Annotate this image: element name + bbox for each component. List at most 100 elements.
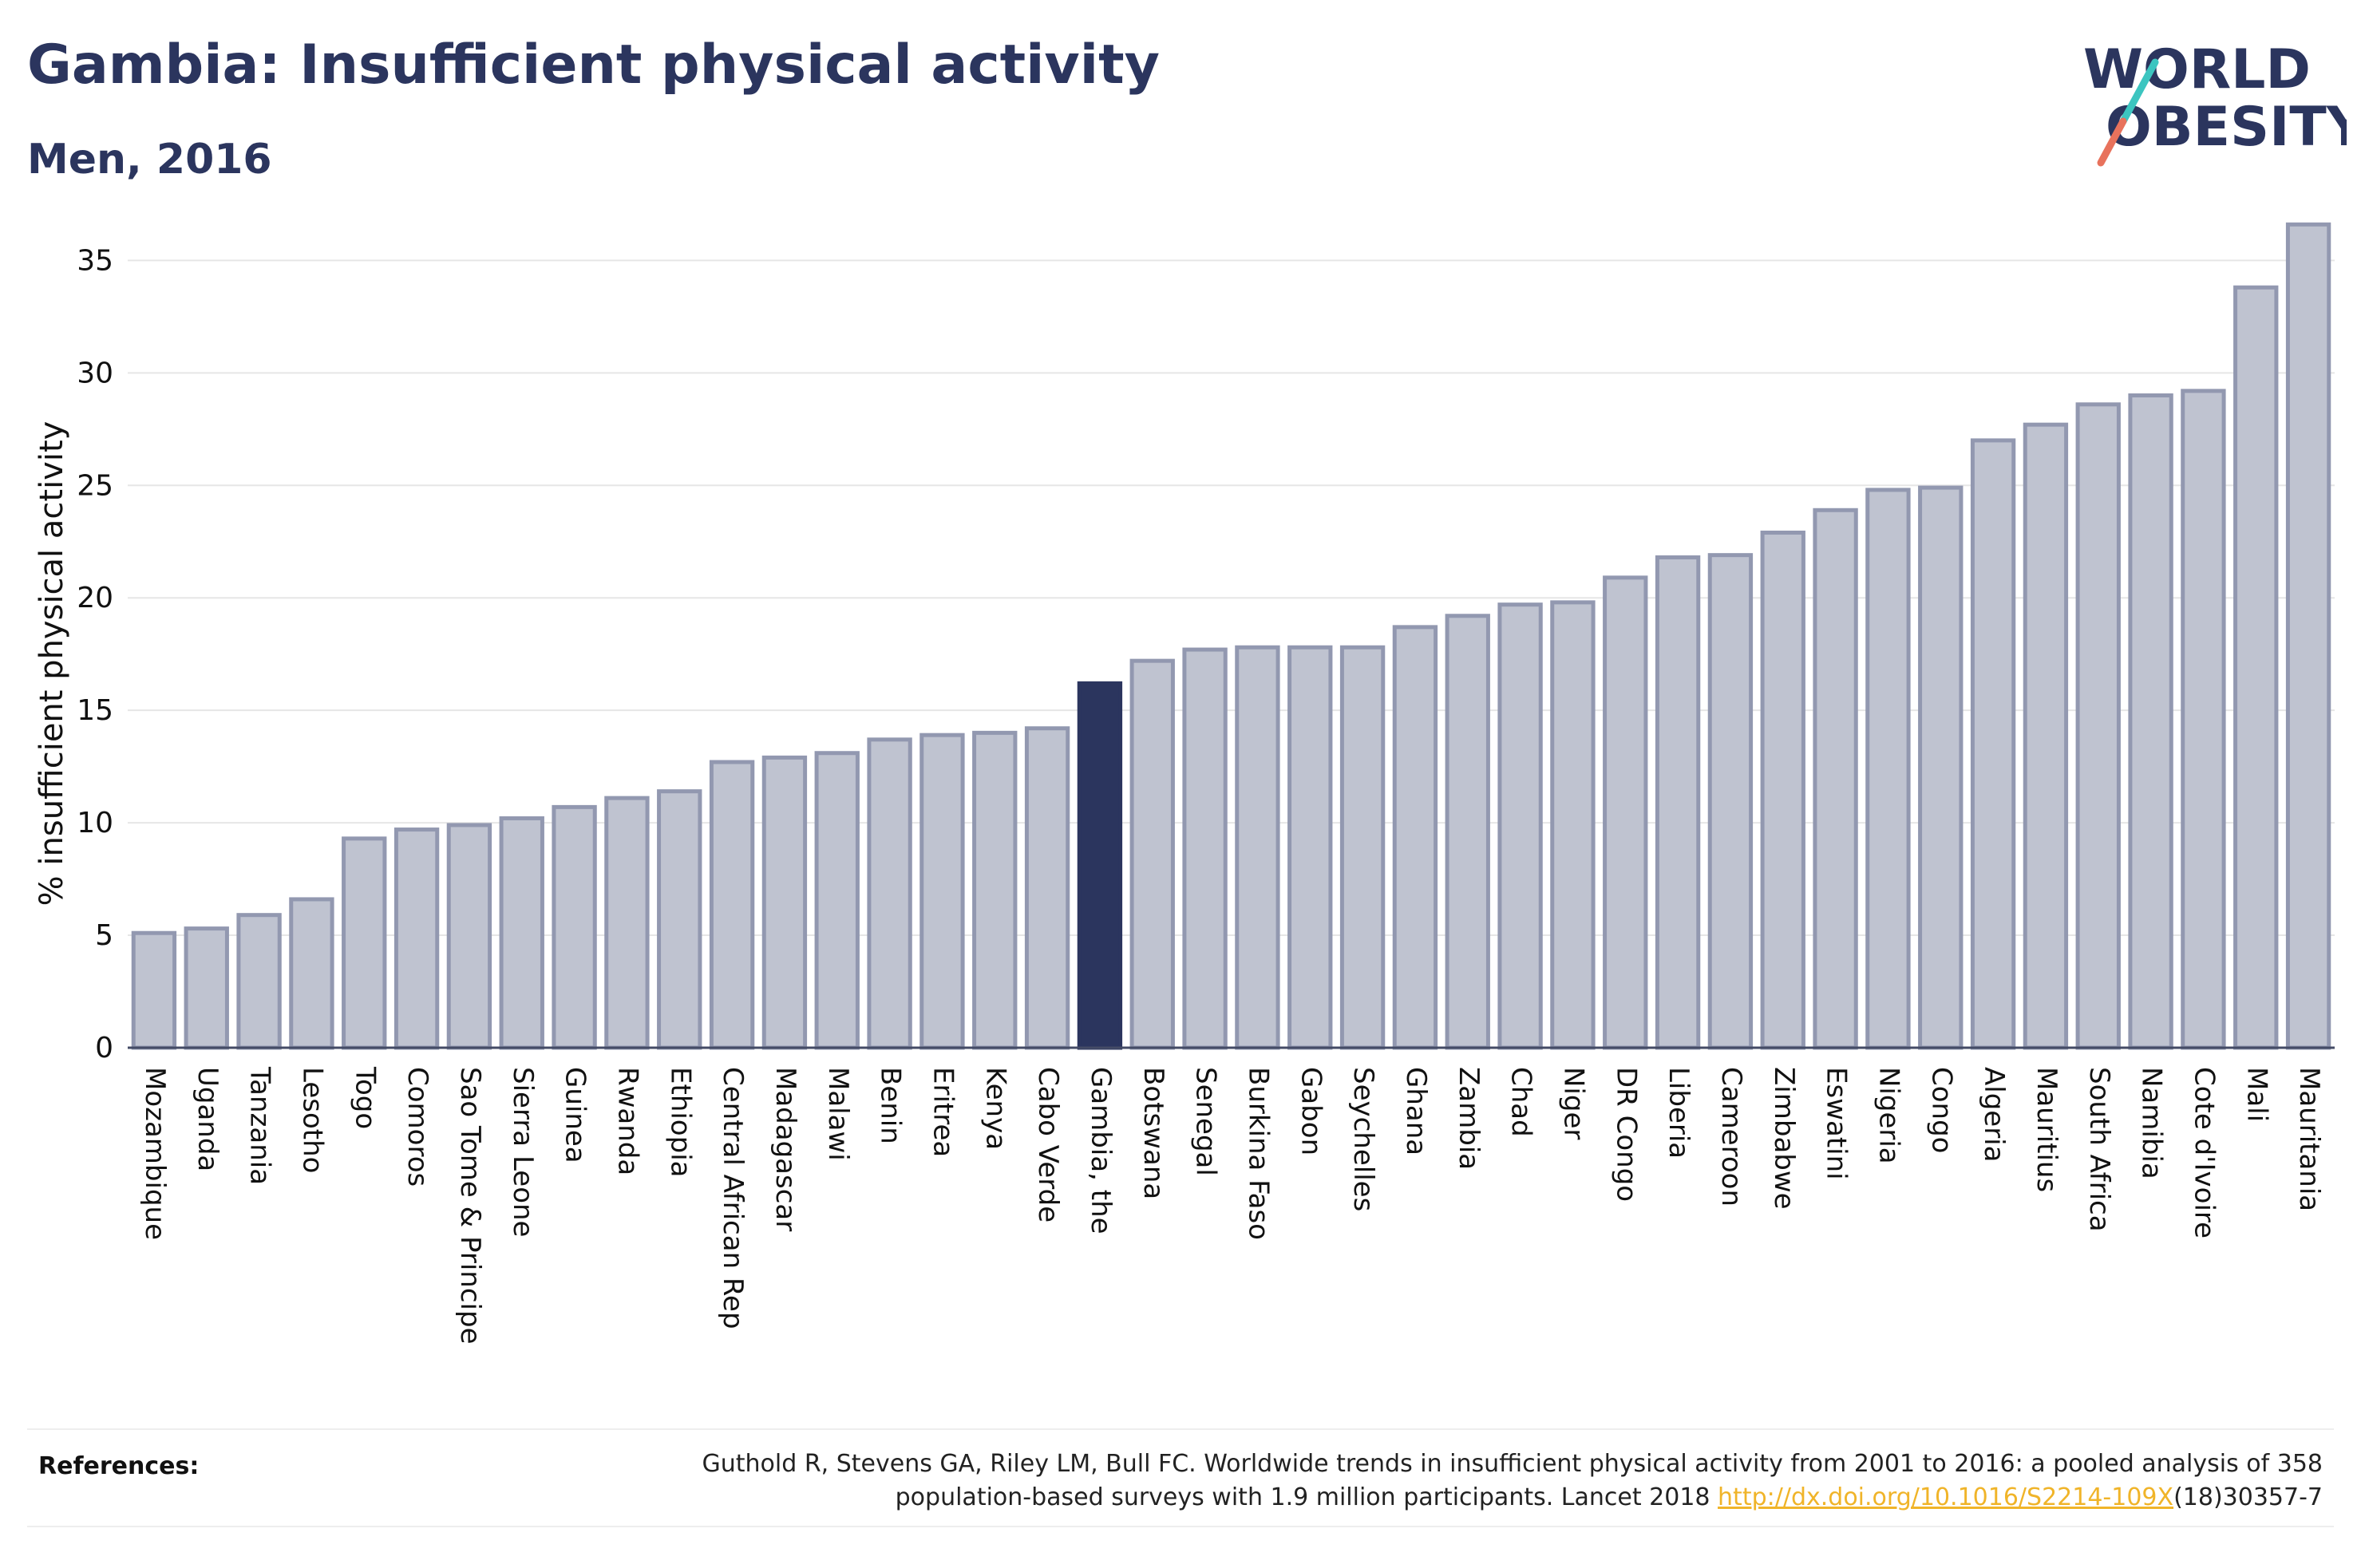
x-tick-label: Eritrea [927, 1067, 959, 1157]
references-line-2-suffix: (18)30357-7 [2173, 1483, 2323, 1511]
bar[interactable] [1392, 625, 1438, 1050]
x-tick-label: Mali [2240, 1067, 2272, 1122]
bar[interactable] [131, 930, 177, 1050]
y-tick-label: 10 [77, 807, 113, 839]
bar[interactable] [1182, 647, 1228, 1050]
x-tick-label: Malawi [822, 1067, 854, 1161]
y-tick-label: 25 [77, 469, 113, 502]
chart-title: Gambia: Insufficient physical activity [27, 34, 1160, 97]
bar[interactable] [867, 737, 912, 1050]
x-tick-label: Kenya [979, 1067, 1011, 1150]
logo-line-2: OBESITY [2106, 96, 2347, 159]
bar[interactable] [814, 751, 860, 1050]
bar[interactable] [184, 926, 229, 1050]
bar[interactable] [1339, 645, 1386, 1050]
bar[interactable] [446, 823, 492, 1050]
x-tick-label: Rwanda [611, 1067, 643, 1175]
y-tick-label: 0 [95, 1032, 113, 1064]
bar[interactable] [1655, 555, 1701, 1050]
x-tick-label: Sao Tome & Principe [454, 1067, 486, 1345]
y-axis-label: % insufficient physical activity [34, 421, 70, 906]
bar-chart: 0 5 10 15 20 25 30 35 Mozambique Uganda Tanzania L… [34, 222, 2335, 1345]
x-tick-label: Ghana [1400, 1067, 1432, 1155]
bar[interactable] [1813, 508, 1858, 1050]
bar[interactable] [1918, 485, 1964, 1050]
bar[interactable] [394, 827, 440, 1050]
bar[interactable] [1024, 726, 1070, 1050]
logo-slash-coral [2097, 117, 2127, 167]
bar[interactable] [342, 836, 387, 1050]
bar[interactable] [2128, 393, 2173, 1050]
x-tick-label: Sierra Leone [507, 1067, 539, 1237]
y-axis-ticks: 0 5 10 15 20 25 30 35 [77, 244, 113, 1064]
y-tick-label: 30 [77, 357, 113, 389]
bar[interactable] [499, 816, 544, 1050]
bar[interactable] [709, 760, 755, 1050]
references-doi-link[interactable]: http://dx.doi.org/10.1016/S2214-109X [1718, 1483, 2174, 1511]
x-tick-label: Cote d'Ivoire [2188, 1067, 2220, 1238]
x-tick-label: Chad [1505, 1067, 1537, 1137]
bar[interactable] [1707, 553, 1754, 1050]
chart-subtitle: Men, 2016 [27, 136, 272, 184]
y-tick-label: 35 [77, 244, 113, 277]
bar[interactable] [1235, 645, 1280, 1050]
bar[interactable] [604, 796, 650, 1050]
bar[interactable] [2285, 222, 2331, 1050]
x-tick-label: Botswana [1137, 1067, 1169, 1199]
x-tick-label: Namibia [2136, 1067, 2168, 1179]
references-line-2-prefix: population-based surveys with 1.9 millio… [895, 1483, 1718, 1511]
bar[interactable] [1760, 530, 1805, 1050]
x-tick-label: Congo [1925, 1067, 1957, 1153]
y-tick-label: 15 [77, 694, 113, 727]
bar[interactable] [552, 804, 597, 1050]
bar[interactable] [2181, 389, 2226, 1050]
x-tick-label: Ethiopia [664, 1067, 696, 1177]
x-tick-label: Burkina Faso [1242, 1067, 1274, 1240]
references-line-1: Guthold R, Stevens GA, Riley LM, Bull FC… [702, 1450, 2323, 1478]
x-tick-label: DR Congo [1610, 1067, 1642, 1202]
x-tick-label: Mozambique [139, 1067, 171, 1240]
bar[interactable] [972, 730, 1018, 1050]
bar[interactable] [2233, 285, 2279, 1050]
x-tick-label: Eswatini [1821, 1067, 1853, 1180]
bar[interactable] [1287, 645, 1333, 1050]
x-tick-label: Seychelles [1347, 1067, 1379, 1211]
x-tick-label: Nigeria [1873, 1067, 1904, 1164]
bar[interactable] [761, 755, 808, 1050]
bar[interactable] [289, 897, 334, 1050]
bar[interactable] [1129, 658, 1175, 1050]
x-tick-label: Guinea [560, 1067, 591, 1163]
y-tick-label: 5 [95, 919, 113, 952]
x-tick-label: Cabo Verde [1032, 1067, 1064, 1222]
bar[interactable] [236, 913, 282, 1050]
x-tick-label: Togo [349, 1066, 381, 1129]
y-tick-label: 20 [77, 582, 113, 614]
x-axis-ticks: Mozambique Uganda Tanzania Lesotho Togo Comor… [139, 1066, 2325, 1345]
bar-highlighted[interactable] [1077, 681, 1123, 1050]
bar[interactable] [1603, 575, 1648, 1050]
x-tick-label: Comoros [401, 1067, 433, 1187]
world-obesity-logo: WORLD OBESITY [2083, 38, 2347, 167]
x-tick-label: South Africa [2083, 1067, 2115, 1232]
bar[interactable] [1445, 614, 1490, 1050]
x-tick-label: Cameroon [1715, 1067, 1747, 1207]
bar[interactable] [2075, 402, 2121, 1050]
logo-line-1: WORLD [2083, 38, 2311, 101]
x-tick-label: Niger [1557, 1067, 1589, 1139]
bar[interactable] [1970, 438, 2016, 1050]
bar[interactable] [1550, 600, 1596, 1050]
logo-slash-teal [2119, 58, 2159, 125]
x-tick-label: Liberia [1663, 1067, 1695, 1159]
x-tick-label: Benin [875, 1067, 907, 1144]
x-tick-label: Lesotho [296, 1067, 328, 1173]
bar[interactable] [919, 733, 965, 1050]
bar[interactable] [1497, 602, 1543, 1050]
x-tick-label: Central African Rep [717, 1067, 749, 1329]
x-tick-label: Madagascar [769, 1067, 801, 1231]
references-text: Guthold R, Stevens GA, Riley LM, Bull FC… [487, 1448, 2323, 1515]
bar[interactable] [1865, 488, 1911, 1050]
x-tick-label: Mauritania [2293, 1067, 2325, 1211]
bar[interactable] [2023, 422, 2069, 1050]
bar[interactable] [657, 789, 702, 1050]
x-tick-label: Algeria [1978, 1067, 2010, 1162]
